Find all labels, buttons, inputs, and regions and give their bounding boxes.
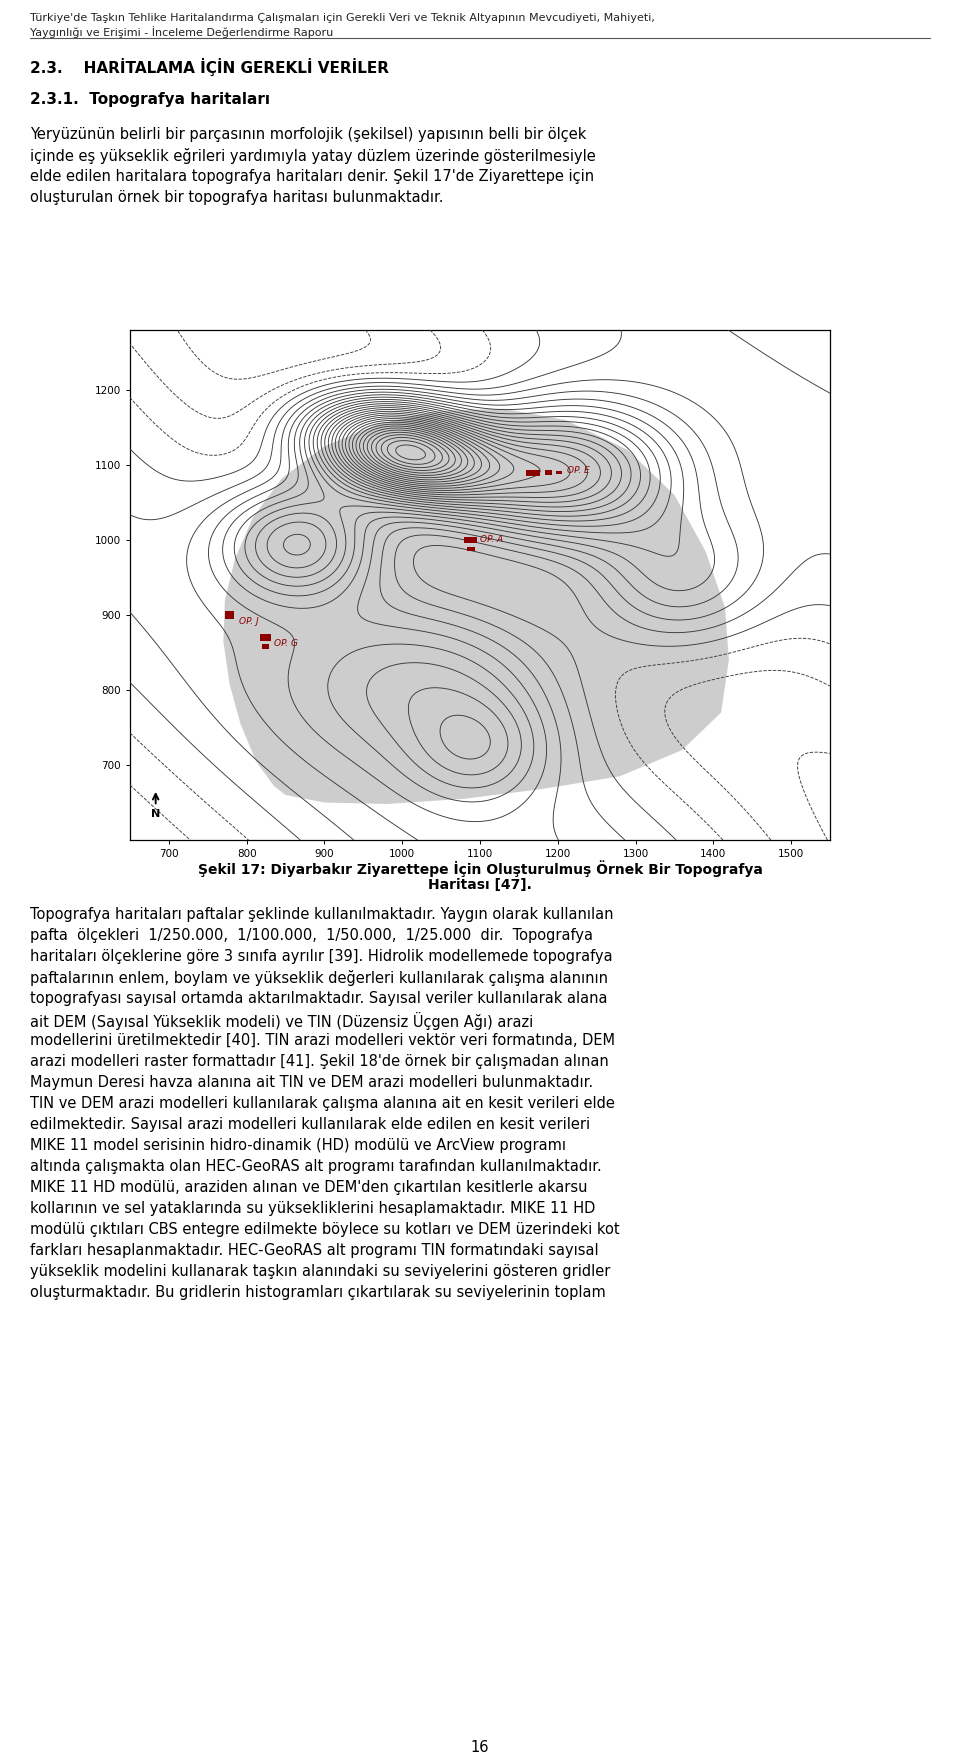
Text: OP. A: OP. A bbox=[480, 535, 503, 544]
Text: pafta  ölçekleri  1/250.000,  1/100.000,  1/50.000,  1/25.000  dir.  Topografya: pafta ölçekleri 1/250.000, 1/100.000, 1/… bbox=[30, 928, 593, 942]
Text: Şekil 17: Diyarbakır Ziyarettepe İçin Oluşturulmuş Örnek Bir Topografya: Şekil 17: Diyarbakır Ziyarettepe İçin Ol… bbox=[198, 859, 762, 877]
Text: OP. G: OP. G bbox=[274, 639, 298, 648]
Bar bbox=[544, 470, 552, 475]
Polygon shape bbox=[224, 409, 729, 805]
Text: modellerini üretilmektedir [40]. TIN arazi modelleri vektör veri formatında, DEM: modellerini üretilmektedir [40]. TIN ara… bbox=[30, 1034, 615, 1048]
Text: N: N bbox=[151, 808, 160, 819]
Text: farkları hesaplanmaktadır. HEC-GeoRAS alt programı TIN formatındaki sayısal: farkları hesaplanmaktadır. HEC-GeoRAS al… bbox=[30, 1243, 599, 1257]
Text: arazi modelleri raster formattadır [41]. Şekil 18'de örnek bir çalışmadan alınan: arazi modelleri raster formattadır [41].… bbox=[30, 1055, 609, 1069]
Text: Topografya haritaları paftalar şeklinde kullanılmaktadır. Yaygın olarak kullanıl: Topografya haritaları paftalar şeklinde … bbox=[30, 907, 613, 923]
Text: oluşturmaktadır. Bu gridlerin histogramları çıkartılarak su seviyelerinin toplam: oluşturmaktadır. Bu gridlerin histograml… bbox=[30, 1286, 606, 1300]
Text: MIKE 11 model serisinin hidro-dinamik (HD) modülü ve ArcView programı: MIKE 11 model serisinin hidro-dinamik (H… bbox=[30, 1138, 566, 1153]
Text: OP. J: OP. J bbox=[239, 616, 258, 625]
Bar bbox=[556, 470, 563, 474]
Text: Türkiye'de Taşkın Tehlike Haritalandırma Çalışmaları için Gerekli Veri ve Teknik: Türkiye'de Taşkın Tehlike Haritalandırma… bbox=[30, 12, 655, 23]
Text: haritaları ölçeklerine göre 3 sınıfa ayrılır [39]. Hidrolik modellemede topograf: haritaları ölçeklerine göre 3 sınıfa ayr… bbox=[30, 949, 612, 963]
Text: kollarının ve sel yataklarında su yüksekliklerini hesaplamaktadır. MIKE 11 HD: kollarının ve sel yataklarında su yüksek… bbox=[30, 1201, 595, 1217]
Text: içinde eş yükseklik eğrileri yardımıyla yatay düzlem üzerinde gösterilmesiyle: içinde eş yükseklik eğrileri yardımıyla … bbox=[30, 148, 596, 164]
Text: 2.3.    HARİTALAMA İÇİN GEREKLİ VERİLER: 2.3. HARİTALAMA İÇİN GEREKLİ VERİLER bbox=[30, 58, 389, 76]
Text: 16: 16 bbox=[470, 1740, 490, 1756]
Bar bbox=[465, 537, 477, 544]
Text: Haritası [47].: Haritası [47]. bbox=[428, 879, 532, 893]
Text: TIN ve DEM arazi modelleri kullanılarak çalışma alanına ait en kesit verileri el: TIN ve DEM arazi modelleri kullanılarak … bbox=[30, 1095, 614, 1111]
Text: Yeryüzünün belirli bir parçasının morfolojik (şekilsel) yapısının belli bir ölçe: Yeryüzünün belirli bir parçasının morfol… bbox=[30, 127, 587, 143]
Text: Maymun Deresi havza alanına ait TIN ve DEM arazi modelleri bulunmaktadır.: Maymun Deresi havza alanına ait TIN ve D… bbox=[30, 1074, 593, 1090]
Text: OP. E: OP. E bbox=[567, 465, 589, 475]
Bar bbox=[262, 645, 269, 648]
Bar bbox=[225, 611, 234, 618]
Text: oluşturulan örnek bir topografya haritası bulunmaktadır.: oluşturulan örnek bir topografya haritas… bbox=[30, 190, 444, 204]
Bar bbox=[526, 470, 540, 475]
Text: topografyası sayısal ortamda aktarılmaktadır. Sayısal veriler kullanılarak alana: topografyası sayısal ortamda aktarılmakt… bbox=[30, 991, 608, 1006]
Text: Yaygınlığı ve Erişimi - İnceleme Değerlendirme Raporu: Yaygınlığı ve Erişimi - İnceleme Değerle… bbox=[30, 26, 333, 39]
Bar bbox=[260, 634, 271, 641]
Text: 2.3.1.  Topografya haritaları: 2.3.1. Topografya haritaları bbox=[30, 92, 270, 107]
Text: MIKE 11 HD modülü, araziden alınan ve DEM'den çıkartılan kesitlerle akarsu: MIKE 11 HD modülü, araziden alınan ve DE… bbox=[30, 1180, 588, 1196]
Bar bbox=[467, 546, 474, 551]
Text: edilmektedir. Sayısal arazi modelleri kullanılarak elde edilen en kesit verileri: edilmektedir. Sayısal arazi modelleri ku… bbox=[30, 1116, 590, 1132]
Text: ait DEM (Sayısal Yükseklik modeli) ve TIN (Düzensiz Üçgen Ağı) arazi: ait DEM (Sayısal Yükseklik modeli) ve TI… bbox=[30, 1013, 533, 1030]
Text: modülü çıktıları CBS entegre edilmekte böylece su kotları ve DEM üzerindeki kot: modülü çıktıları CBS entegre edilmekte b… bbox=[30, 1222, 619, 1236]
Text: yükseklik modelini kullanarak taşkın alanındaki su seviyelerini gösteren gridler: yükseklik modelini kullanarak taşkın ala… bbox=[30, 1264, 611, 1278]
Text: elde edilen haritalara topografya haritaları denir. Şekil 17'de Ziyarettepe için: elde edilen haritalara topografya harita… bbox=[30, 169, 594, 183]
Text: altında çalışmakta olan HEC-GeoRAS alt programı tarafından kullanılmaktadır.: altında çalışmakta olan HEC-GeoRAS alt p… bbox=[30, 1159, 602, 1175]
Text: paftalarının enlem, boylam ve yükseklik değerleri kullanılarak çalışma alanının: paftalarının enlem, boylam ve yükseklik … bbox=[30, 970, 608, 986]
